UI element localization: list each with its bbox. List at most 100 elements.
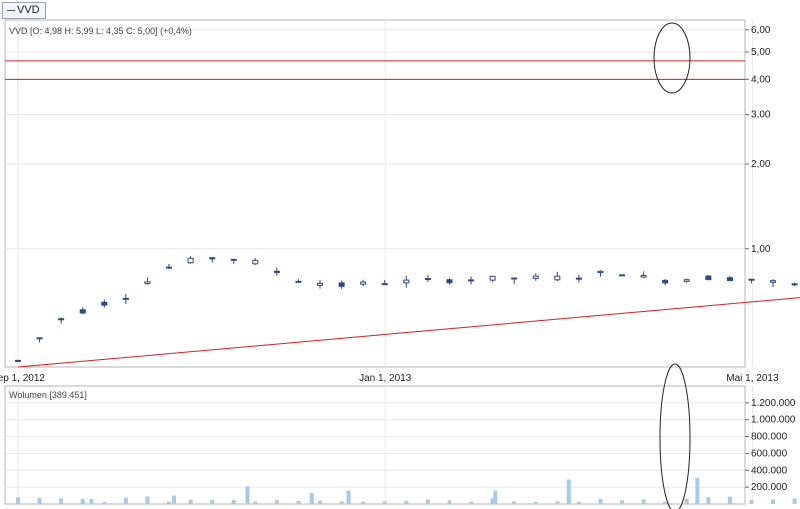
trendline (17, 297, 800, 368)
candle-body (15, 359, 21, 362)
volume-spike-ellipse (659, 363, 691, 509)
volume-bar (792, 498, 797, 504)
candle-body (640, 274, 647, 278)
candle-body (748, 278, 755, 281)
candle-body (273, 270, 280, 273)
volume-bar (493, 490, 498, 504)
candle-body (187, 257, 194, 264)
candle-body (403, 279, 410, 284)
volume-tick-label: 1.200.000 (751, 398, 796, 409)
candle-body (58, 318, 65, 321)
legend-line-icon (7, 10, 15, 11)
volume-info-label: Wolumen [389.451] (9, 390, 87, 400)
volume-bar (361, 501, 366, 504)
volume-bar (469, 501, 474, 504)
volume-bar (490, 498, 495, 504)
price-tick-label: 1,00 (751, 244, 771, 255)
candle-body (683, 279, 690, 282)
candle-body (122, 297, 129, 300)
candle-body (36, 337, 43, 340)
candle-body (360, 281, 367, 285)
candle-body (79, 309, 86, 314)
candle-body (489, 275, 496, 281)
candle-body (424, 277, 431, 280)
candle-body (554, 275, 561, 281)
volume-bar (749, 499, 754, 504)
volume-bar (188, 499, 193, 504)
candle-body (662, 279, 669, 284)
volume-bar (172, 495, 177, 504)
price-info-label: VVD [O: 4,98 H: 5,99 L: 4,35 C: 5,00] (+… (9, 26, 192, 36)
volume-bar (555, 501, 560, 504)
volume-tick-label: 600.000 (751, 448, 788, 459)
candle-body (317, 282, 324, 286)
symbol-tag-label: VVD (17, 4, 40, 16)
price-tick-label: 2,00 (751, 159, 771, 170)
volume-bar (318, 500, 323, 504)
volume-bar (576, 501, 581, 504)
volume-bar (123, 497, 128, 504)
volume-bar (382, 501, 387, 504)
candle-body (144, 281, 151, 285)
volume-bar (145, 496, 150, 504)
volume-tick-label: 200.000 (751, 482, 788, 493)
volume-bar (274, 500, 279, 504)
candle-body (770, 280, 777, 283)
volume-bar (663, 501, 668, 504)
volume-bar (771, 499, 776, 504)
volume-bar (37, 497, 42, 504)
candle-body (532, 275, 539, 279)
candle-body (446, 279, 453, 284)
volume-bar (102, 502, 107, 504)
volume-bar (309, 493, 314, 504)
price-tick-label: 5,00 (751, 47, 771, 58)
volume-bar (706, 497, 711, 504)
volume-bar (253, 501, 258, 504)
volume-tick-label: 1.000.000 (751, 415, 796, 426)
price-tick-label: 4,00 (751, 74, 771, 85)
time-tick-label: Jan 1, 2013 (359, 373, 412, 384)
volume-bar (447, 500, 452, 504)
candle-body (511, 277, 518, 280)
price-panel (4, 19, 746, 368)
volume-bar (80, 498, 85, 504)
volume-bar (641, 499, 646, 504)
time-tick-label: Sep 1, 2012 (0, 373, 45, 384)
candle-body (230, 258, 237, 261)
volume-bar (512, 501, 517, 504)
candle-body (726, 277, 733, 282)
volume-bar (346, 490, 351, 504)
volume-tick-label: 400.000 (751, 465, 788, 476)
symbol-tag[interactable]: VVD (2, 2, 46, 19)
volume-tick-label: 800.000 (751, 432, 788, 443)
time-tick-label: Mai 1, 2013 (726, 373, 779, 384)
candle-body (209, 257, 216, 260)
volume-bar (339, 501, 344, 504)
candle-body (338, 282, 345, 287)
candle-body (705, 275, 712, 281)
candle-body (101, 301, 108, 306)
candle-body (468, 279, 475, 282)
volume-panel (4, 385, 746, 505)
volume-bar (684, 498, 689, 504)
volume-bar (296, 500, 301, 504)
candle-body (295, 280, 302, 283)
candle-body (791, 283, 798, 286)
volume-bar (167, 501, 172, 504)
breakout-price-ellipse (653, 22, 691, 94)
volume-bar (425, 499, 430, 504)
volume-bar (598, 498, 603, 504)
volume-bar (533, 501, 538, 504)
volume-bar (245, 486, 250, 504)
volume-bar (59, 498, 64, 504)
candle-body (252, 259, 259, 265)
candle-body (381, 283, 388, 286)
volume-bar (16, 497, 20, 504)
price-tick-label: 6,00 (751, 25, 771, 36)
volume-bar (89, 498, 94, 504)
volume-bar (210, 499, 215, 504)
volume-bar (695, 477, 700, 504)
volume-bar (727, 496, 732, 504)
volume-bar (620, 500, 625, 504)
